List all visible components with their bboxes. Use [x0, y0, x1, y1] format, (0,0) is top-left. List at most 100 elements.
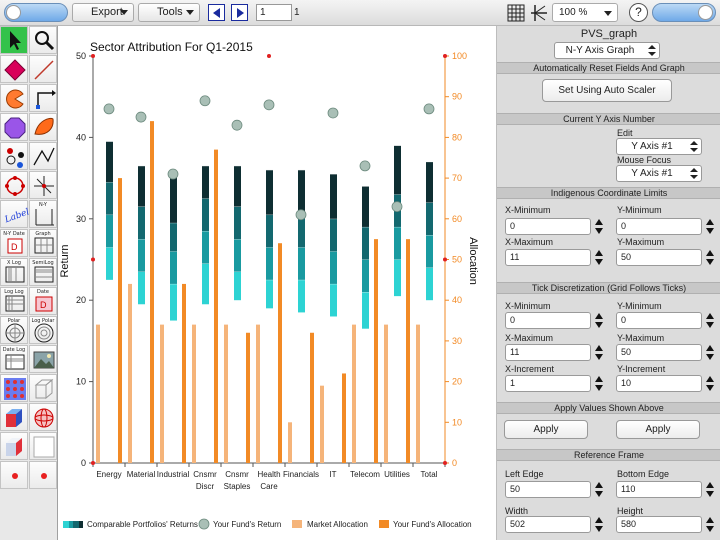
edit-axis-select[interactable]: Y Axis #1	[616, 138, 702, 155]
semilog-grid-icon	[34, 266, 54, 283]
label-tool[interactable]: Label	[0, 200, 29, 228]
width-stepper[interactable]	[595, 516, 604, 533]
point-marker-alt-tool[interactable]	[29, 461, 57, 489]
ticks-x-min-field[interactable]: 0	[505, 312, 591, 329]
left-edge-stepper[interactable]	[595, 481, 604, 498]
bottom-edge-label: Bottom Edge	[617, 469, 670, 479]
height-field[interactable]: 580	[616, 516, 702, 533]
page-number-input[interactable]: 1	[256, 4, 292, 21]
market-allocation-bar	[288, 422, 292, 463]
ticks-x-min-stepper[interactable]	[595, 312, 604, 329]
ticks-y-max-stepper[interactable]	[706, 344, 715, 361]
section-current-y-axis: Current Y Axis Number	[497, 113, 720, 125]
point-marker-tool[interactable]	[0, 461, 28, 489]
width-field[interactable]: 502	[505, 516, 591, 533]
left-edge-field[interactable]: 50	[505, 481, 591, 498]
frame-tool[interactable]	[29, 432, 57, 460]
star-tool[interactable]	[29, 171, 57, 199]
chevron-down-icon	[604, 11, 612, 16]
limits-y-max-stepper[interactable]	[706, 249, 715, 266]
chevron-down-icon	[186, 10, 194, 15]
ticks-y-min-field[interactable]: 0	[616, 312, 702, 329]
axis-icon[interactable]	[530, 4, 548, 22]
frame-handle-dot	[91, 461, 95, 465]
polyline-tool[interactable]	[29, 142, 57, 170]
ticks-y-max-label: Y-Maximum	[617, 333, 665, 343]
3d-cube-tool[interactable]	[0, 403, 28, 431]
comparable-return-band	[170, 174, 177, 223]
limits-x-max-stepper[interactable]	[595, 249, 604, 266]
polygon-tool[interactable]	[0, 113, 28, 141]
right-tick-label: 10	[452, 417, 462, 427]
freeform-tool[interactable]	[29, 113, 57, 141]
rectangle-tool[interactable]	[0, 55, 28, 83]
ticks-y-inc-field[interactable]: 10	[616, 375, 702, 392]
graph-type-select[interactable]: N-Y Axis Graph	[554, 42, 660, 59]
ticks-x-inc-field[interactable]: 1	[505, 375, 591, 392]
ticks-x-max-field[interactable]: 11	[505, 344, 591, 361]
prev-page-button[interactable]	[208, 4, 225, 21]
connector-tool[interactable]	[29, 84, 57, 112]
line-tool[interactable]	[29, 55, 57, 83]
ny-graph-tool[interactable]: N-Y	[29, 200, 57, 228]
right-tick-label: 40	[452, 295, 462, 305]
ticks-y-max-field[interactable]: 50	[616, 344, 702, 361]
select-arrow-tool[interactable]	[0, 26, 28, 54]
limits-y-min-stepper[interactable]	[706, 218, 715, 235]
zoom-tool[interactable]	[29, 26, 57, 54]
chart-canvas[interactable]: Sector Attribution For Q1-2015 0 10 20 30 40 5…	[58, 26, 496, 540]
export-label: Export	[91, 6, 123, 18]
limits-y-max-field[interactable]: 50	[616, 249, 702, 266]
grid-icon[interactable]	[507, 4, 525, 22]
ticks-y-min-stepper[interactable]	[706, 312, 715, 329]
x-log-tool[interactable]: X Log	[0, 258, 28, 286]
graph-tool[interactable]: Graph	[29, 229, 57, 257]
auto-scaler-button[interactable]: Set Using Auto Scaler	[542, 79, 672, 102]
log-log-tool[interactable]: Log Log	[0, 287, 28, 315]
comparable-return-band	[298, 247, 305, 280]
ny-date-tool[interactable]: N-Y Date D	[0, 229, 28, 257]
sphere-tool[interactable]	[29, 403, 57, 431]
ticks-x-max-stepper[interactable]	[595, 344, 604, 361]
pie-tool[interactable]	[0, 84, 28, 112]
next-page-button[interactable]	[231, 4, 248, 21]
height-stepper[interactable]	[706, 516, 715, 533]
pattern-tool[interactable]	[0, 374, 28, 402]
apply-limits-button[interactable]: Apply	[504, 420, 588, 439]
fund-return-marker	[391, 201, 403, 212]
image-tool[interactable]	[29, 345, 57, 373]
date-log-tool[interactable]: Date Log	[0, 345, 28, 373]
right-tick-label: 0	[452, 458, 457, 468]
limits-x-min-stepper[interactable]	[595, 218, 604, 235]
tools-menu-button[interactable]: Tools	[138, 3, 200, 22]
mouse-focus-select[interactable]: Y Axis #1	[616, 165, 702, 182]
svg-text:D: D	[40, 300, 47, 310]
apply-ticks-button[interactable]: Apply	[616, 420, 700, 439]
comparable-return-band	[202, 263, 209, 305]
log-polar-tool[interactable]: Log Polar	[29, 316, 57, 344]
category-label: Staples	[224, 482, 251, 491]
legend-swatch-fund-return	[198, 518, 210, 530]
polar-tool[interactable]: Polar	[0, 316, 28, 344]
ticks-y-inc-stepper[interactable]	[706, 375, 715, 392]
3d-box-tool[interactable]	[29, 374, 57, 402]
limits-x-max-field[interactable]: 11	[505, 249, 591, 266]
semilog-tool[interactable]: SemiLog	[29, 258, 57, 286]
bottom-edge-field[interactable]: 110	[616, 481, 702, 498]
zoom-select[interactable]: 100 %	[552, 3, 618, 22]
node-shape-tool[interactable]	[0, 171, 28, 199]
date-tool[interactable]: Date D	[29, 287, 57, 315]
ticks-x-inc-stepper[interactable]	[595, 375, 604, 392]
help-button[interactable]: ?	[629, 3, 648, 22]
limits-y-min-field[interactable]: 0	[616, 218, 702, 235]
export-menu-button[interactable]: Export	[72, 3, 134, 22]
limits-x-min-field[interactable]: 0	[505, 218, 591, 235]
svg-text:D: D	[11, 242, 18, 252]
bottom-edge-stepper[interactable]	[706, 481, 715, 498]
right-toggle-switch[interactable]	[652, 3, 716, 22]
3d-shape-tool[interactable]	[0, 432, 28, 460]
market-allocation-bar	[416, 324, 420, 463]
fund-allocation-bar	[246, 332, 250, 463]
left-toggle-switch[interactable]	[4, 3, 68, 22]
points-tool[interactable]	[0, 142, 28, 170]
